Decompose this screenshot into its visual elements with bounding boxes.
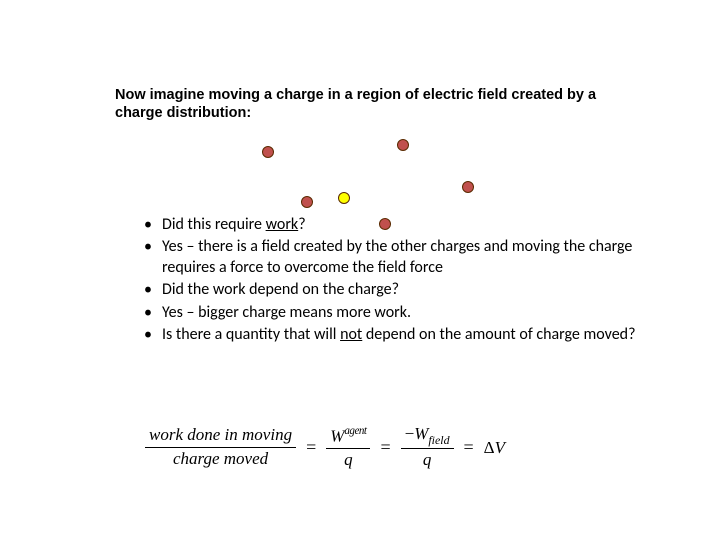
- bullet-text: Did the work depend on the charge?: [162, 280, 399, 299]
- equals-sign: =: [462, 437, 476, 458]
- var-V: V: [495, 438, 505, 457]
- bullet-list: Did this require work? Yes – there is a …: [140, 215, 640, 348]
- var-W: W: [414, 424, 428, 443]
- fraction-w-agent: Wagent q: [326, 426, 370, 470]
- var-W: W: [330, 426, 344, 445]
- bullet-item: Did the work depend on the charge?: [140, 280, 640, 300]
- frac-num: work done in moving: [145, 426, 296, 448]
- bullet-item: Yes – bigger charge means more work.: [140, 303, 640, 323]
- bullet-text: Did this require: [162, 215, 266, 234]
- bullet-underline: not: [340, 325, 362, 344]
- equals-sign: =: [378, 437, 392, 458]
- formula: work done in moving charge moved = Wagen…: [145, 425, 615, 470]
- frac-num: Wagent: [326, 426, 370, 449]
- charge-dot: [301, 196, 313, 208]
- frac-den: charge moved: [169, 448, 272, 469]
- charge-dot: [262, 146, 274, 158]
- bullet-item: Yes – there is a field created by the ot…: [140, 237, 640, 278]
- bullet-text: depend on the amount of charge moved?: [362, 325, 635, 344]
- minus-sign: −: [405, 424, 415, 443]
- bullet-text: Yes – bigger charge means more work.: [162, 303, 411, 322]
- bullet-item: Is there a quantity that will not depend…: [140, 325, 640, 345]
- bullet-item: Did this require work?: [140, 215, 640, 235]
- charge-dot: [338, 192, 350, 204]
- bullet-text: Is there a quantity that will: [162, 325, 340, 344]
- charge-dot: [462, 181, 474, 193]
- delta-v: ΔV: [484, 438, 505, 458]
- intro-text: Now imagine moving a charge in a region …: [115, 86, 615, 122]
- equals-sign: =: [304, 437, 318, 458]
- frac-den: q: [419, 449, 436, 470]
- bullet-text: Yes – there is a field created by the ot…: [162, 237, 632, 276]
- frac-den: q: [340, 449, 357, 470]
- bullet-underline: work: [266, 215, 299, 234]
- frac-num: −Wfield: [401, 425, 454, 449]
- slide: Now imagine moving a charge in a region …: [0, 0, 720, 540]
- charge-dot: [397, 139, 409, 151]
- subscript-field: field: [428, 433, 449, 447]
- fraction-left: work done in moving charge moved: [145, 426, 296, 468]
- bullet-text: ?: [298, 215, 305, 234]
- delta-symbol: Δ: [484, 438, 495, 457]
- superscript-agent: agent: [344, 425, 366, 437]
- fraction-w-field: −Wfield q: [401, 425, 454, 470]
